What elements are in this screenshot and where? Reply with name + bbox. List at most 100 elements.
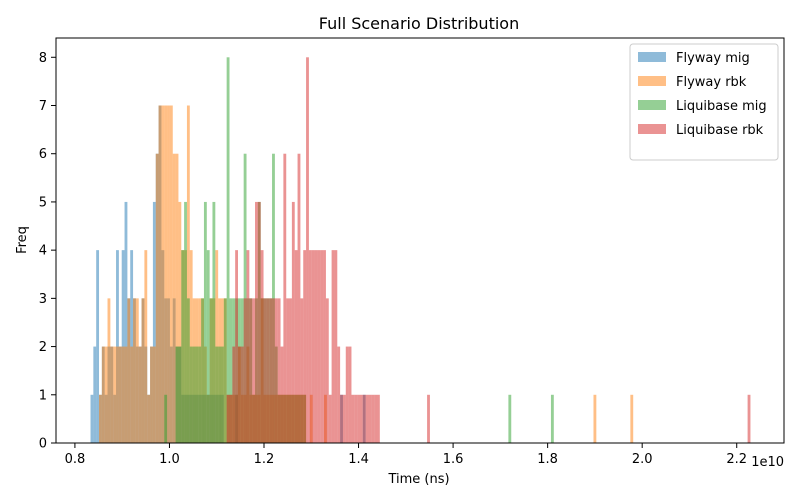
legend-swatch bbox=[638, 124, 666, 134]
histogram-bar bbox=[198, 346, 202, 443]
legend-swatch bbox=[638, 100, 666, 110]
histogram-bar bbox=[232, 346, 236, 443]
histogram-bar bbox=[334, 250, 338, 443]
histogram-bar bbox=[161, 105, 165, 443]
histogram-bar bbox=[218, 346, 221, 443]
histogram-bar bbox=[124, 201, 128, 443]
legend-swatch bbox=[638, 76, 666, 86]
legend: Flyway mig Flyway rbk Liquibase mig Liquiba… bbox=[629, 43, 779, 161]
legend-item: Flyway rbk bbox=[638, 75, 747, 90]
histogram-bar bbox=[243, 298, 247, 443]
legend-label: Flyway rbk bbox=[676, 75, 747, 90]
histogram-bar bbox=[169, 105, 173, 443]
histogram-bar bbox=[93, 346, 97, 443]
histogram-bar bbox=[351, 394, 355, 443]
histogram-bar bbox=[147, 394, 151, 443]
histogram-bar bbox=[101, 346, 105, 443]
histogram-bar bbox=[269, 298, 273, 443]
x-tick-label: 2.0 bbox=[632, 452, 653, 467]
histogram-bar bbox=[314, 250, 318, 443]
histogram-bar bbox=[328, 394, 332, 443]
histogram-bar bbox=[260, 250, 264, 443]
histogram-bar bbox=[150, 346, 153, 443]
histogram-bar bbox=[297, 153, 301, 443]
histogram-bar bbox=[116, 346, 119, 443]
histogram-bar bbox=[243, 153, 247, 443]
histogram-bar bbox=[141, 298, 145, 443]
legend-swatch bbox=[638, 52, 666, 62]
histogram-bar bbox=[240, 346, 244, 443]
histogram-bar bbox=[152, 201, 156, 443]
histogram-bar bbox=[184, 201, 187, 443]
histogram-bar bbox=[181, 250, 185, 443]
x-axis-offset-label: 1e10 bbox=[751, 455, 784, 470]
histogram-bar bbox=[175, 346, 179, 443]
histogram-bar bbox=[593, 394, 597, 443]
histogram-bar bbox=[226, 394, 230, 443]
histogram-bar bbox=[212, 201, 216, 443]
histogram-bar bbox=[220, 346, 224, 443]
histogram-bar bbox=[508, 394, 512, 443]
x-axis: 0.8 1.0 1.2 1.4 1.6 1.8 2.0 2.2 bbox=[65, 443, 747, 467]
x-tick-label: 1.8 bbox=[537, 452, 558, 467]
y-tick-label: 0 bbox=[39, 437, 47, 452]
histogram-bar bbox=[300, 298, 304, 443]
y-tick-label: 5 bbox=[39, 195, 47, 210]
histogram-bar bbox=[365, 394, 369, 443]
histogram-bar bbox=[99, 394, 102, 443]
histogram-bar bbox=[96, 250, 100, 443]
histogram-bar bbox=[229, 394, 233, 443]
y-axis: 0 1 2 3 4 5 6 7 8 bbox=[39, 51, 56, 452]
histogram-bar bbox=[195, 346, 199, 443]
histogram-bar bbox=[368, 394, 372, 443]
histogram-bar bbox=[263, 298, 267, 443]
histogram-bar bbox=[121, 346, 125, 443]
histogram-bar bbox=[135, 298, 139, 443]
histogram-bar bbox=[272, 153, 275, 443]
histogram-bar bbox=[286, 298, 290, 443]
histogram-bar bbox=[550, 394, 554, 443]
y-axis-title: Freq bbox=[15, 226, 30, 254]
histogram-bar bbox=[252, 298, 256, 443]
histogram-bar bbox=[277, 298, 281, 443]
histogram-bar bbox=[155, 153, 159, 443]
legend-label: Liquibase mig bbox=[676, 99, 767, 114]
histogram-bar bbox=[107, 298, 111, 443]
legend-label: Flyway mig bbox=[676, 51, 750, 66]
histogram-bar bbox=[306, 57, 309, 443]
histogram-bar bbox=[192, 346, 196, 443]
histogram-bar bbox=[289, 298, 292, 443]
histogram-bar bbox=[323, 250, 326, 443]
histogram-bar bbox=[186, 298, 190, 443]
histogram-bar bbox=[164, 394, 168, 443]
histogram-bar bbox=[167, 105, 170, 443]
histogram-bar bbox=[215, 346, 219, 443]
histogram-bar bbox=[178, 201, 182, 443]
y-tick-label: 3 bbox=[39, 292, 47, 307]
histogram-bar bbox=[144, 250, 148, 443]
histogram-bar bbox=[427, 394, 430, 443]
histogram-bar bbox=[342, 394, 346, 443]
x-tick-label: 2.2 bbox=[726, 452, 747, 467]
histogram-bar bbox=[189, 346, 193, 443]
histogram-bar bbox=[371, 394, 375, 443]
y-tick-label: 2 bbox=[39, 340, 47, 355]
series-4-bars bbox=[226, 57, 751, 443]
histogram-bar bbox=[110, 346, 114, 443]
x-tick-label: 1.0 bbox=[159, 452, 180, 467]
histogram-bar bbox=[320, 250, 324, 443]
histogram-bar bbox=[138, 346, 142, 443]
histogram-bar bbox=[152, 346, 156, 443]
histogram-bar bbox=[291, 201, 295, 443]
histogram-bar bbox=[274, 298, 278, 443]
histogram-bar bbox=[283, 153, 287, 443]
histogram-bar bbox=[203, 201, 207, 443]
x-tick-label: 1.6 bbox=[443, 452, 464, 467]
histogram-bar bbox=[331, 250, 335, 443]
histogram-bar bbox=[311, 250, 315, 443]
histogram-bar bbox=[340, 394, 343, 443]
histogram-bar bbox=[357, 394, 360, 443]
histogram-bar bbox=[235, 250, 238, 443]
histogram-bar bbox=[172, 153, 176, 443]
histogram-bar bbox=[113, 346, 117, 443]
